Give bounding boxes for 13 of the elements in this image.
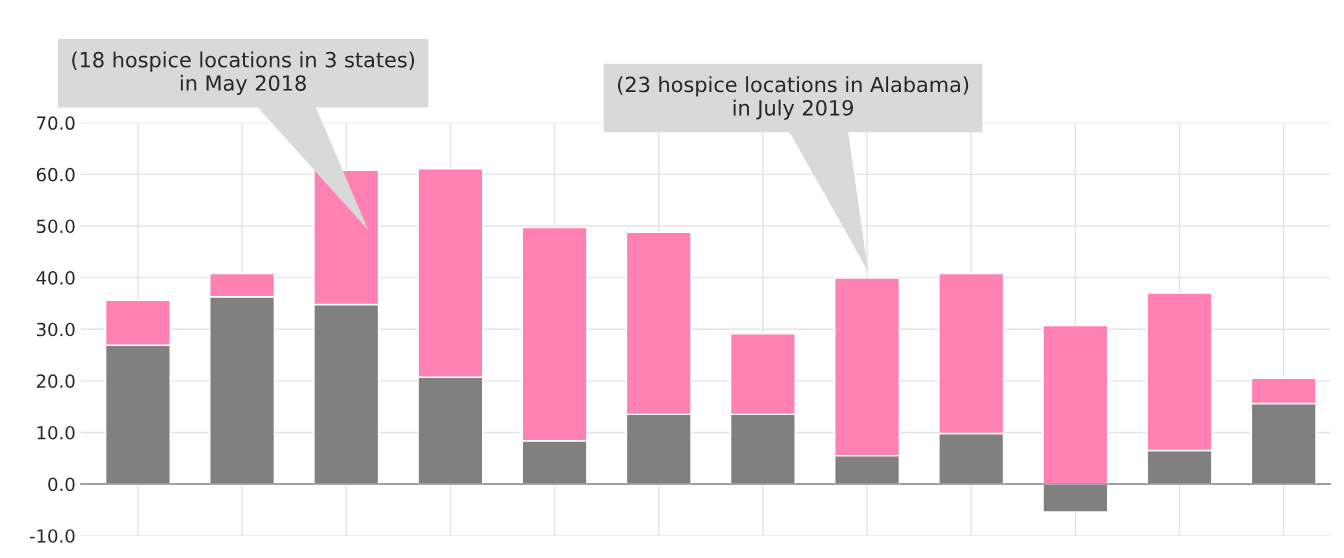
y-tick-label: -10.0 bbox=[29, 529, 75, 543]
y-tick-label: 60.0 bbox=[36, 167, 75, 182]
y-tick-label: 50.0 bbox=[36, 219, 75, 234]
y-tick-label: 0.0 bbox=[48, 477, 75, 492]
y-tick-label: 30.0 bbox=[36, 322, 75, 337]
text: (23 hospice locations in Alabama) in July 2019 bbox=[618, 76, 969, 120]
y-tick-label: 20.0 bbox=[36, 374, 75, 388]
y-tick-label: 70.0 bbox=[37, 116, 75, 130]
text: (18 hospice locations in 3 states) in May 2018 bbox=[72, 51, 415, 95]
y-tick-label: 10.0 bbox=[37, 425, 75, 440]
bar bbox=[1042, 324, 1109, 485]
y-tick-label: 40.0 bbox=[36, 271, 75, 285]
bar bbox=[1042, 483, 1109, 513]
